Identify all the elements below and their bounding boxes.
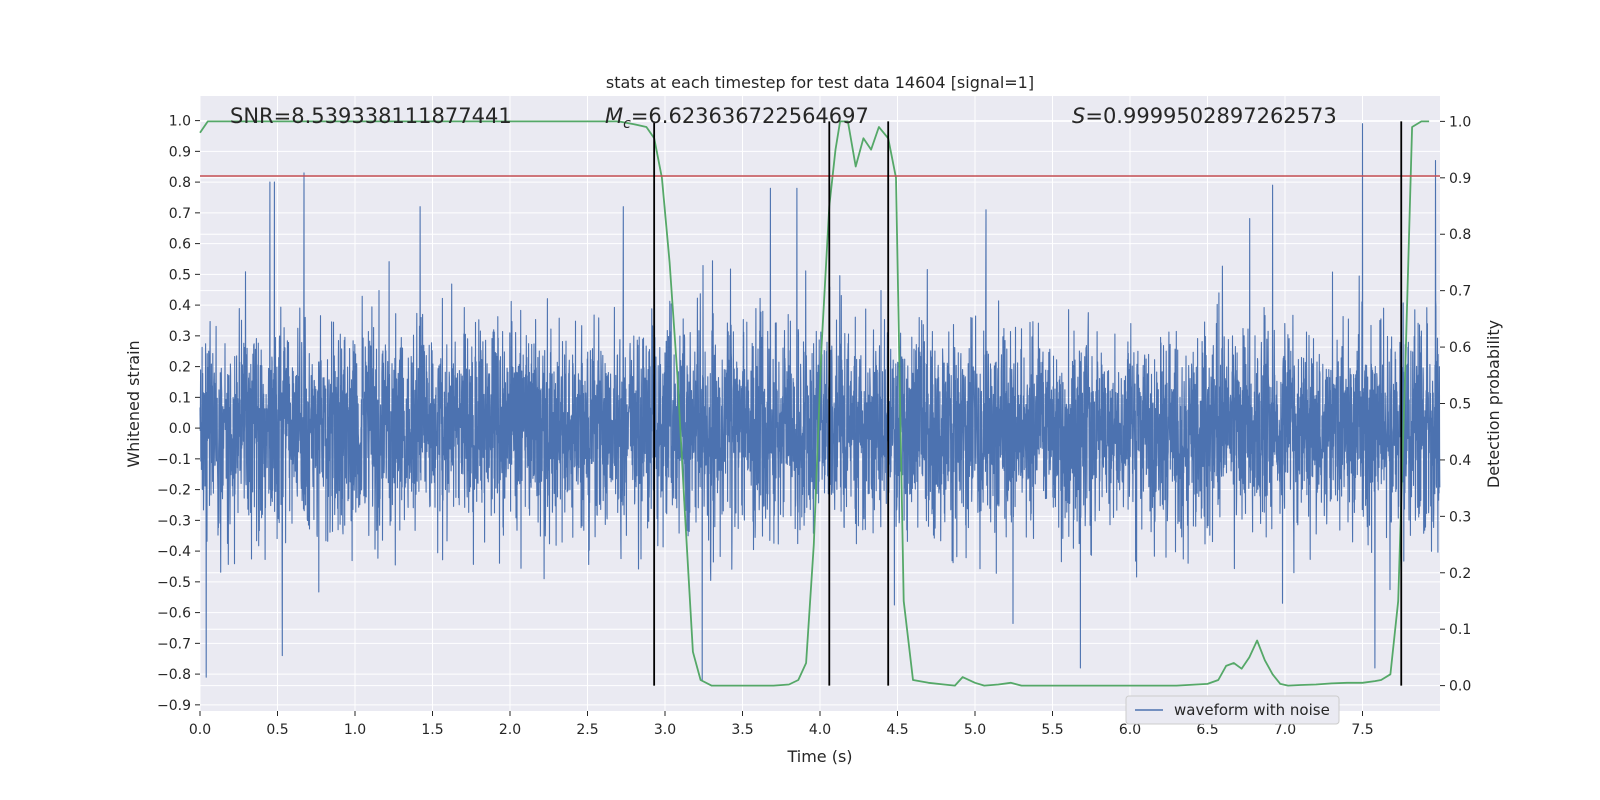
x-tick-label: 4.0 [809,722,831,738]
x-tick-label: 5.5 [1041,722,1063,738]
x-axis-label: Time (s) [786,747,852,766]
y-tick-label: 0.4 [169,298,191,314]
y-tick-label: −0.7 [157,636,191,652]
probability-line [199,120,1430,687]
y2-tick-label: 0.9 [1449,171,1471,187]
y-tick-label: 1.0 [169,114,191,130]
x-tick-label: 3.0 [654,722,676,738]
y-tick-label: 0.8 [169,175,191,191]
waveform-series [199,123,1441,681]
legend: waveform with noise [1125,695,1340,725]
x-tick-label: 7.0 [1274,722,1296,738]
y2-tick-label: 0.1 [1449,622,1471,638]
y-tick-label: −0.4 [157,544,191,560]
x-tick-label: 6.0 [1119,722,1141,738]
y-tick-label: 0.6 [169,237,191,253]
y2-tick-label: 0.8 [1449,227,1471,243]
marker-layer [200,121,1440,686]
x-tick-label: 4.5 [886,722,908,738]
y-tick-label: −0.1 [157,452,191,468]
y-tick-label: 0.9 [169,144,191,160]
y-axis-label: Whitened strain [124,340,143,467]
y2-tick-label: 0.7 [1449,284,1471,300]
legend-label: waveform with noise [1174,701,1330,719]
x-tick-label: 3.5 [731,722,753,738]
y-tick-label: −0.2 [157,483,191,499]
x-tick-label: 5.0 [964,722,986,738]
probability-series [199,120,1430,687]
y2-tick-label: 1.0 [1449,114,1471,130]
y-tick-label: −0.8 [157,667,191,683]
y2-tick-label: 0.3 [1449,509,1471,525]
x-tick-label: 0.5 [266,722,288,738]
y2-axis-label: Detection probability [1484,320,1503,488]
chart-title: stats at each timestep for test data 146… [606,73,1034,92]
y-tick-label: −0.5 [157,575,191,591]
y2-tick-label: 0.2 [1449,566,1471,582]
snr-annotation: SNR=8.539338111877441 [230,104,512,128]
x-tick-label: 2.5 [576,722,598,738]
y-tick-label: 0.0 [169,421,191,437]
legend-box [1125,695,1340,725]
y-tick-label: 0.1 [169,390,191,406]
score-annotation: S=0.9999502897262573 [1072,104,1337,128]
y-tick-label: 0.7 [169,206,191,222]
x-tick-label: 6.5 [1196,722,1218,738]
y2-tick-label: 0.0 [1449,679,1471,695]
y-tick-label: 0.3 [169,329,191,345]
axis-layer: 0.0 0.5 1.0 1.5 2.0 2.5 3.0 3.5 4.0 4.5 5.0 5.5 6.0 6… [157,114,1471,738]
x-tick-label: 1.5 [421,722,443,738]
x-tick-label: 0.0 [189,722,211,738]
waveform-line [199,123,1441,681]
x-tick-label: 1.0 [344,722,366,738]
y-tick-label: 0.5 [169,267,191,283]
y2-tick-label: 0.6 [1449,340,1471,356]
x-tick-label: 2.0 [499,722,521,738]
y2-tick-label: 0.5 [1449,397,1471,413]
y-tick-label: 0.2 [169,360,191,376]
x-tick-label: 7.5 [1351,722,1373,738]
y-tick-label: −0.6 [157,606,191,622]
y2-tick-label: 0.4 [1449,453,1471,469]
y-tick-label: −0.9 [157,698,191,714]
chirp-mass-annotation: Mc=6.623636722564697 [605,104,869,132]
y-tick-label: −0.3 [157,513,191,529]
